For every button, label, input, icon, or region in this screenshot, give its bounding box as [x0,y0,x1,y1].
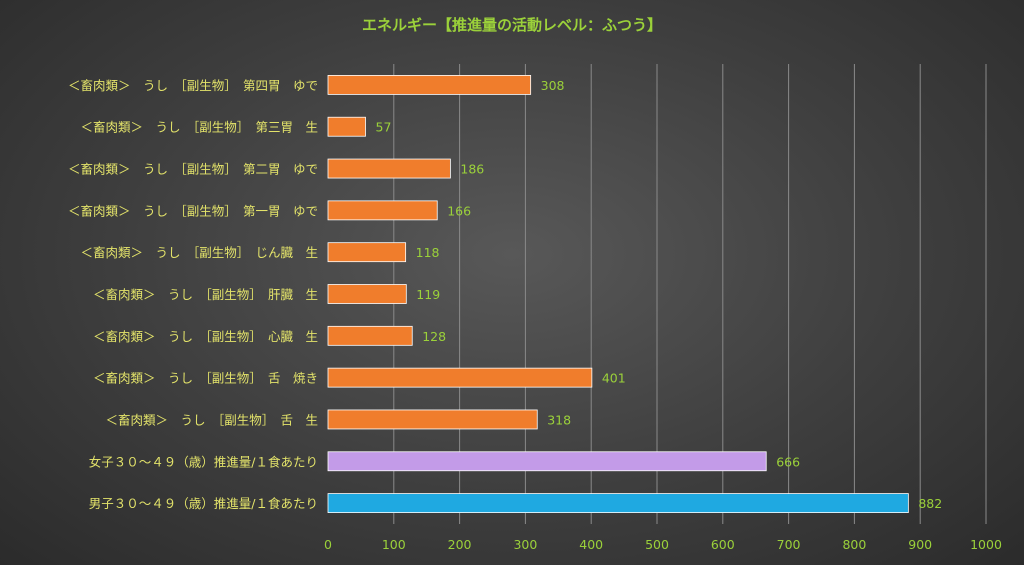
bars [327,75,909,513]
x-tick-label: 600 [711,537,735,552]
category-label: ＜畜肉類＞ うし ［副生物］ 心臓 生 [93,329,318,344]
category-label: ＜畜肉類＞ うし ［副生物］ 肝臓 生 [93,287,318,302]
x-tick-label: 0 [324,537,332,552]
x-axis-ticks: 0 100 200 300 400 500 600 700 800 900 1000 [324,537,1002,552]
data-label: 57 [376,120,392,135]
x-tick-label: 100 [382,537,406,552]
data-label: 401 [602,371,626,386]
bar [327,325,413,346]
data-label: 308 [541,78,565,93]
bar [327,493,909,513]
category-label: 男子３０～４９（歳）推進量/１食あたり [89,496,318,511]
data-label: 119 [416,287,440,302]
bar [327,158,451,179]
category-label: ＜畜肉類＞ うし ［副生物］ じん臓 生 [80,245,318,260]
gridlines [393,64,987,524]
bar [327,116,366,137]
bar [327,367,593,388]
data-label: 128 [422,329,446,344]
bar [327,200,438,221]
data-labels: 308 57 186 166 118 119 128 401 318 666 882 [376,78,943,511]
category-label: ＜畜肉類＞ うし ［副生物］ 舌 焼き [93,371,318,386]
data-label: 318 [547,412,571,427]
category-label: ＜畜肉類＞ うし ［副生物］ 舌 生 [105,412,318,427]
data-label: 666 [776,454,800,469]
bar [327,284,407,304]
category-label: 女子３０～４９（歳）推進量/１食あたり [89,454,318,469]
bar [327,451,767,472]
x-tick-label: 500 [645,537,669,552]
category-label: ＜畜肉類＞ うし ［副生物］ 第四胃 ゆで [68,78,318,93]
x-tick-label: 300 [513,537,537,552]
category-label: ＜畜肉類＞ うし ［副生物］ 第一胃 ゆで [68,203,318,218]
x-tick-label: 400 [579,537,603,552]
bar [327,242,407,263]
x-tick-label: 200 [448,537,472,552]
category-label: ＜畜肉類＞ うし ［副生物］ 第三胃 生 [80,120,318,135]
category-labels: ＜畜肉類＞ うし ［副生物］ 第四胃 ゆで ＜畜肉類＞ うし ［副生物］ 第三胃 … [68,78,318,511]
bar [327,409,538,430]
x-tick-label: 1000 [970,537,1002,552]
x-tick-label: 900 [908,537,932,552]
x-tick-label: 700 [777,537,801,552]
data-label: 118 [416,245,440,260]
bar [327,75,532,95]
category-label: ＜畜肉類＞ うし ［副生物］ 第二胃 ゆで [68,162,318,177]
data-label: 186 [460,162,484,177]
data-label: 166 [447,203,471,218]
chart-title: エネルギー【推進量の活動レベル：ふつう】 [362,16,662,34]
x-tick-label: 800 [842,537,866,552]
data-label: 882 [918,496,942,511]
